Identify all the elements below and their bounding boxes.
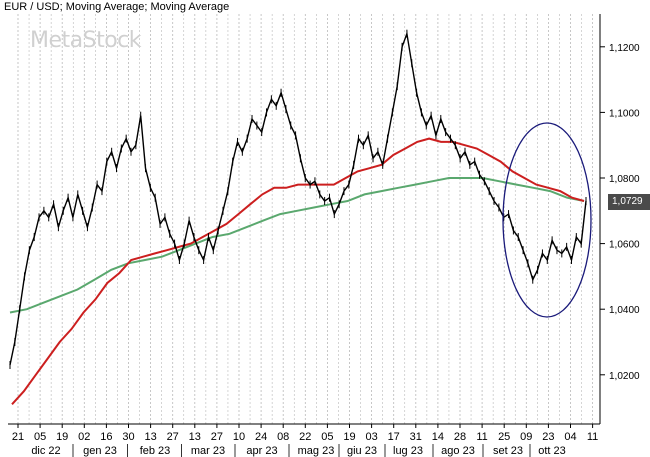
y-tick-label: 1,0800 (609, 174, 640, 185)
metastock-watermark: MetaStock (30, 28, 142, 53)
x-day-label: 09 (520, 431, 532, 443)
x-month-label: set 23 (493, 445, 523, 457)
x-day-label: 27 (167, 431, 179, 443)
price-line (9, 30, 587, 366)
x-day-label: 05 (321, 431, 333, 443)
x-day-label: 21 (12, 431, 24, 443)
x-month-label: gen 23 (83, 445, 117, 457)
x-day-label: 31 (410, 431, 422, 443)
x-month-label: lug 23 (393, 445, 423, 457)
x-day-label: 28 (454, 431, 466, 443)
x-day-label: 30 (122, 431, 134, 443)
y-tick-label: 1,1200 (609, 43, 640, 54)
x-day-label: 19 (343, 431, 355, 443)
x-month-label: apr 23 (246, 445, 277, 457)
x-day-label: 14 (432, 431, 444, 443)
x-day-label: 11 (587, 431, 598, 443)
y-tick-label: 1,0600 (609, 240, 640, 251)
chart-title: EUR / USD; Moving Average; Moving Averag… (4, 1, 230, 13)
x-month-label: mag 23 (298, 445, 335, 457)
x-day-label: 22 (299, 431, 311, 443)
y-tick-label: 1,0200 (609, 371, 640, 382)
x-month-label: ago 23 (441, 445, 475, 457)
chart-axes (8, 14, 601, 425)
x-day-label: 13 (189, 431, 201, 443)
x-day-label: 08 (277, 431, 289, 443)
x-day-label: 13 (144, 431, 156, 443)
x-day-label: 10 (233, 431, 245, 443)
x-axis-ticks: 21 05 19 02 16 30 13 27 13 27 10 24 08 22 05 19 03 17 31 14… (12, 424, 598, 457)
y-tick-label: 1,0400 (609, 305, 640, 316)
x-month-label: feb 23 (140, 445, 171, 457)
x-month-label: giu 23 (347, 445, 377, 457)
x-month-label: dic 22 (31, 445, 60, 457)
y-tick-label: 1,1000 (609, 108, 640, 119)
price-series-layer (9, 29, 587, 369)
x-day-label: 27 (211, 431, 223, 443)
annotation-layer (502, 122, 592, 318)
x-day-label: 05 (34, 431, 46, 443)
x-day-label: 23 (542, 431, 554, 443)
x-day-label: 03 (365, 431, 377, 443)
x-day-label: 04 (564, 431, 576, 443)
x-day-label: 16 (100, 431, 112, 443)
y-axis-ticks: 1,0200 1,0400 1,0600 1,0800 1,1000 1,1200 (600, 43, 640, 382)
moving-average-long-line (9, 177, 585, 314)
moving-average-short-line (11, 137, 585, 405)
x-month-label: ott 23 (538, 445, 566, 457)
moving-average-long-layer (9, 177, 585, 314)
moving-average-short-layer (11, 137, 585, 405)
x-day-label: 02 (78, 431, 90, 443)
x-month-label: mar 23 (191, 445, 225, 457)
last-price-tag: 1,0729 (608, 194, 650, 210)
x-day-label: 17 (388, 431, 400, 443)
chart-grid (17, 14, 593, 424)
x-day-label: 11 (476, 431, 487, 443)
x-day-label: 19 (56, 431, 68, 443)
x-day-label: 25 (498, 431, 510, 443)
x-day-label: 24 (255, 431, 267, 443)
highlight-ellipse (502, 122, 592, 318)
